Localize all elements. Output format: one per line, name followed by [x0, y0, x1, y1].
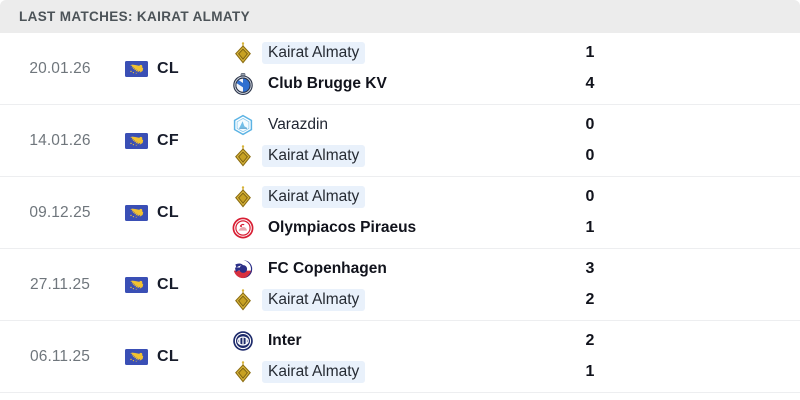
uefa-flag-icon — [125, 204, 148, 221]
row-spacer — [650, 321, 800, 392]
team-home[interactable]: Varazdin — [230, 114, 530, 136]
score-away: 1 — [585, 219, 595, 236]
match-row[interactable]: 06.11.25 CL Inter Kairat Almaty 2 1 — [0, 321, 800, 393]
uefa-flag-icon — [125, 60, 148, 77]
row-spacer — [650, 249, 800, 320]
competition-cell[interactable]: CL — [120, 33, 225, 104]
match-row[interactable]: 27.11.25 CL FC Copenhagen Kairat Almaty 3… — [0, 249, 800, 321]
score-home: 0 — [585, 188, 595, 205]
page-title: LAST MATCHES: KAIRAT ALMATY — [19, 9, 250, 24]
team-name[interactable]: Club Brugge KV — [268, 75, 387, 92]
match-list: 20.01.26 CL Kairat Almaty Club Brugge KV… — [0, 33, 800, 393]
match-date: 14.01.26 — [29, 131, 91, 149]
team-name[interactable]: Inter — [268, 332, 302, 349]
uefa-flag-icon — [125, 132, 148, 149]
competition-label: CL — [157, 203, 179, 221]
match-date: 20.01.26 — [29, 59, 91, 77]
teams-cell: Kairat Almaty Club Brugge KV — [225, 33, 530, 104]
row-spacer — [650, 105, 800, 176]
team-away[interactable]: Olympiacos Piraeus — [230, 217, 530, 239]
copenhagen-logo — [230, 258, 256, 280]
panel-header: LAST MATCHES: KAIRAT ALMATY — [0, 0, 800, 33]
competition-label: CL — [157, 275, 179, 293]
team-away[interactable]: Club Brugge KV — [230, 73, 530, 95]
teams-cell: FC Copenhagen Kairat Almaty — [225, 249, 530, 320]
score-home: 0 — [585, 116, 595, 133]
match-date: 09.12.25 — [29, 203, 91, 221]
score-away: 2 — [585, 291, 595, 308]
team-home[interactable]: Inter — [230, 330, 530, 352]
competition-label: CL — [157, 347, 179, 365]
team-away[interactable]: Kairat Almaty — [230, 145, 530, 167]
match-row[interactable]: 14.01.26 CF Varazdin Kairat Almaty 0 0 — [0, 105, 800, 177]
team-away[interactable]: Kairat Almaty — [230, 361, 530, 383]
inter-logo — [230, 330, 256, 352]
teams-cell: Kairat Almaty Olympiacos Piraeus — [225, 177, 530, 248]
team-home[interactable]: Kairat Almaty — [230, 42, 530, 64]
team-name[interactable]: Kairat Almaty — [262, 361, 366, 383]
score-away: 0 — [585, 147, 595, 164]
uefa-flag-icon — [125, 276, 148, 293]
row-spacer — [650, 33, 800, 104]
teams-cell: Inter Kairat Almaty — [225, 321, 530, 392]
varazdin-logo — [230, 114, 256, 136]
competition-label: CF — [157, 131, 179, 149]
club-brugge-logo — [230, 73, 256, 95]
team-home[interactable]: Kairat Almaty — [230, 186, 530, 208]
kairat-almaty-logo — [230, 145, 256, 167]
teams-cell: Varazdin Kairat Almaty — [225, 105, 530, 176]
competition-cell[interactable]: CL — [120, 177, 225, 248]
team-name[interactable]: Kairat Almaty — [262, 145, 366, 167]
kairat-almaty-logo — [230, 361, 256, 383]
uefa-flag-icon — [125, 348, 148, 365]
competition-label: CL — [157, 59, 179, 77]
match-date: 27.11.25 — [30, 275, 90, 293]
team-name[interactable]: Kairat Almaty — [262, 42, 366, 64]
match-row[interactable]: 09.12.25 CL Kairat Almaty Olympiacos Pir… — [0, 177, 800, 249]
team-name[interactable]: Kairat Almaty — [262, 186, 366, 208]
competition-cell[interactable]: CL — [120, 249, 225, 320]
score-home: 2 — [585, 332, 595, 349]
olympiacos-logo — [230, 217, 256, 239]
score-home: 1 — [585, 44, 595, 61]
team-away[interactable]: Kairat Almaty — [230, 289, 530, 311]
competition-cell[interactable]: CF — [120, 105, 225, 176]
match-row[interactable]: 20.01.26 CL Kairat Almaty Club Brugge KV… — [0, 33, 800, 105]
score-away: 4 — [585, 75, 595, 92]
team-name[interactable]: Kairat Almaty — [262, 289, 366, 311]
team-name[interactable]: Varazdin — [268, 116, 329, 133]
kairat-almaty-logo — [230, 186, 256, 208]
competition-cell[interactable]: CL — [120, 321, 225, 392]
team-home[interactable]: FC Copenhagen — [230, 258, 530, 280]
kairat-almaty-logo — [230, 42, 256, 64]
row-spacer — [650, 177, 800, 248]
score-home: 3 — [585, 260, 595, 277]
score-away: 1 — [585, 363, 595, 380]
team-name[interactable]: Olympiacos Piraeus — [268, 219, 417, 236]
kairat-almaty-logo — [230, 289, 256, 311]
team-name[interactable]: FC Copenhagen — [268, 260, 387, 277]
match-date: 06.11.25 — [30, 347, 90, 365]
